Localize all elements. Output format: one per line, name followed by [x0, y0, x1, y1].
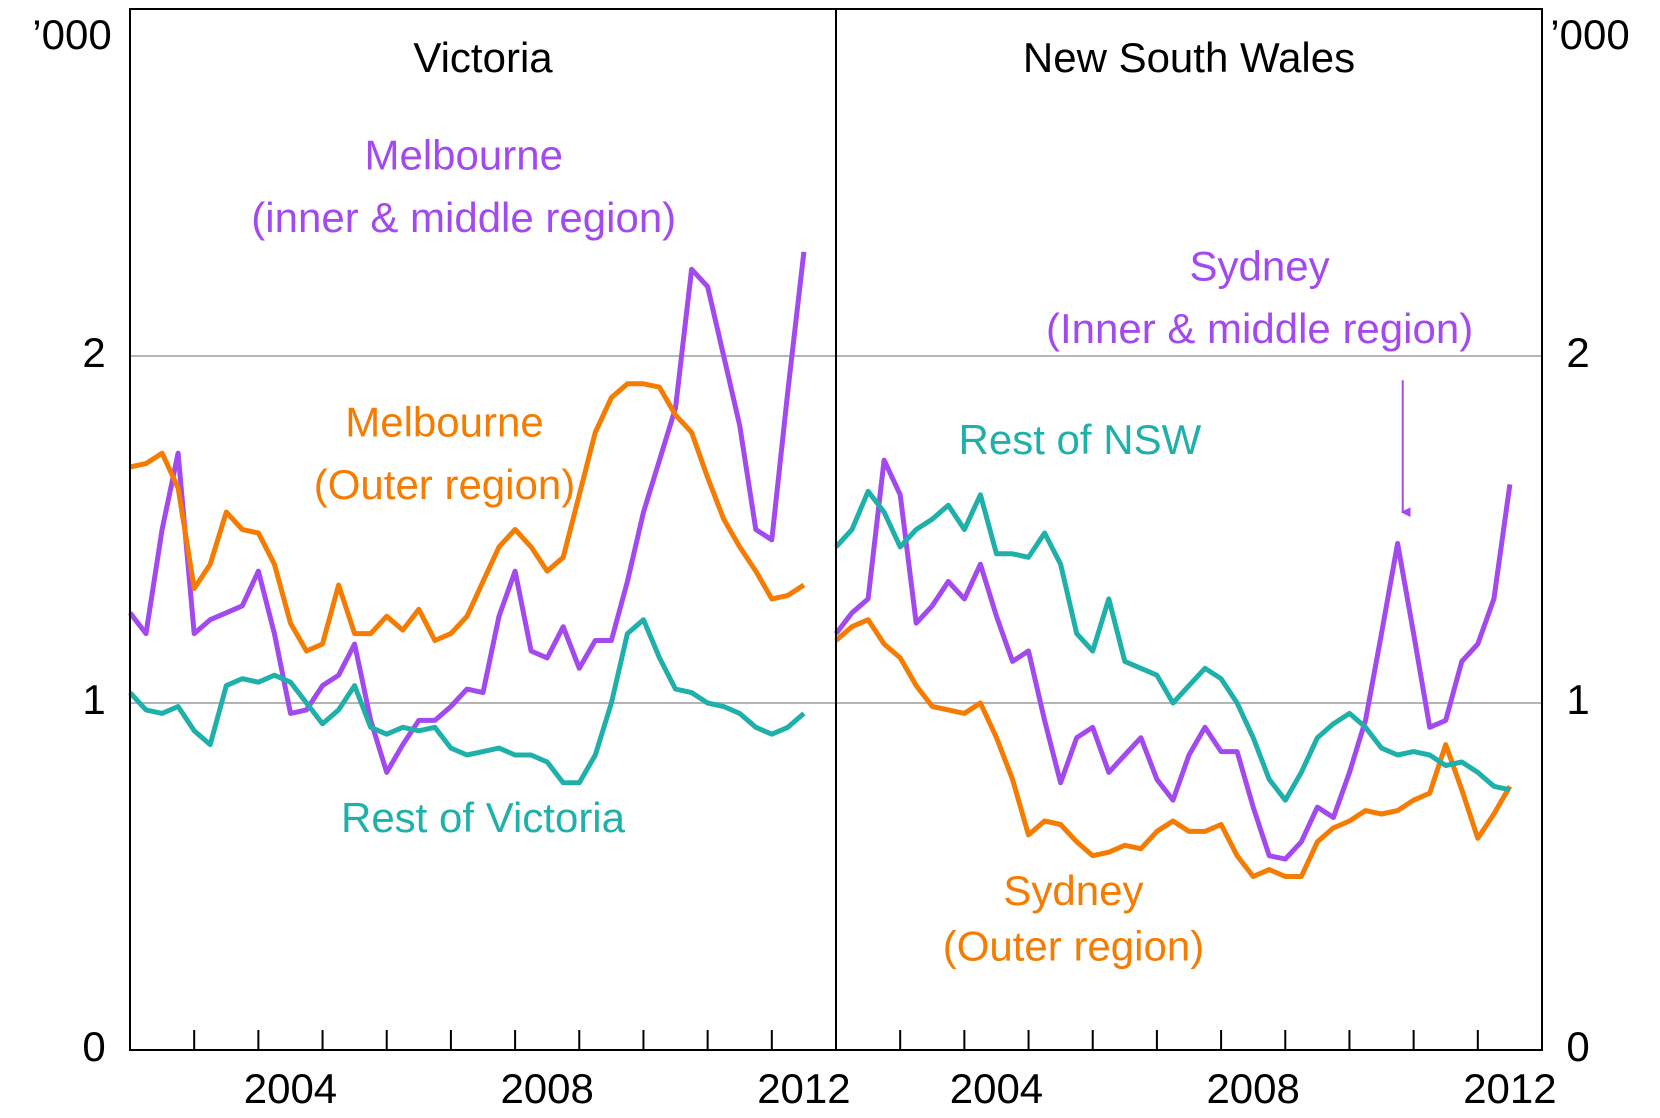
- series-line: [834, 617, 1513, 879]
- series-note: (Outer region): [943, 922, 1204, 969]
- y-tick-label: 1: [1566, 676, 1589, 723]
- y-tick-label: 0: [1566, 1023, 1589, 1070]
- x-tick-label: 2008: [1206, 1065, 1299, 1112]
- panel-frame: [835, 8, 1543, 1051]
- y-tick-label: 2: [82, 329, 105, 376]
- series-label: Melbourne: [365, 131, 563, 178]
- series-line: [128, 251, 807, 775]
- x-tick-label: 2004: [950, 1065, 1043, 1112]
- series-line: [128, 617, 806, 786]
- y-tick-label: 0: [82, 1023, 105, 1070]
- x-tick-label: 2004: [244, 1065, 337, 1112]
- y-unit: ’000: [32, 11, 111, 58]
- series-label: Rest of Victoria: [341, 794, 626, 841]
- series-line: [834, 457, 1513, 862]
- series-label: Rest of NSW: [959, 416, 1202, 463]
- series-label: Sydney: [1190, 242, 1330, 289]
- series-line: [129, 381, 806, 654]
- series-line: [834, 488, 1511, 803]
- panel-title: New South Wales: [1023, 34, 1355, 81]
- y-tick-label: 2: [1566, 329, 1589, 376]
- x-tick-label: 2012: [1463, 1065, 1556, 1112]
- series-label: Melbourne: [345, 398, 543, 445]
- x-tick-label: 2012: [757, 1065, 850, 1112]
- series-note: (Outer region): [314, 461, 575, 508]
- x-tick-label: 2008: [500, 1065, 593, 1112]
- series-note: (Inner & middle region): [1046, 305, 1473, 352]
- y-tick-label: 1: [82, 676, 105, 723]
- y-unit: ’000: [1550, 11, 1629, 58]
- series-label: Sydney: [1003, 867, 1143, 914]
- panel-title: Victoria: [413, 34, 553, 81]
- series-note: (inner & middle region): [251, 194, 676, 241]
